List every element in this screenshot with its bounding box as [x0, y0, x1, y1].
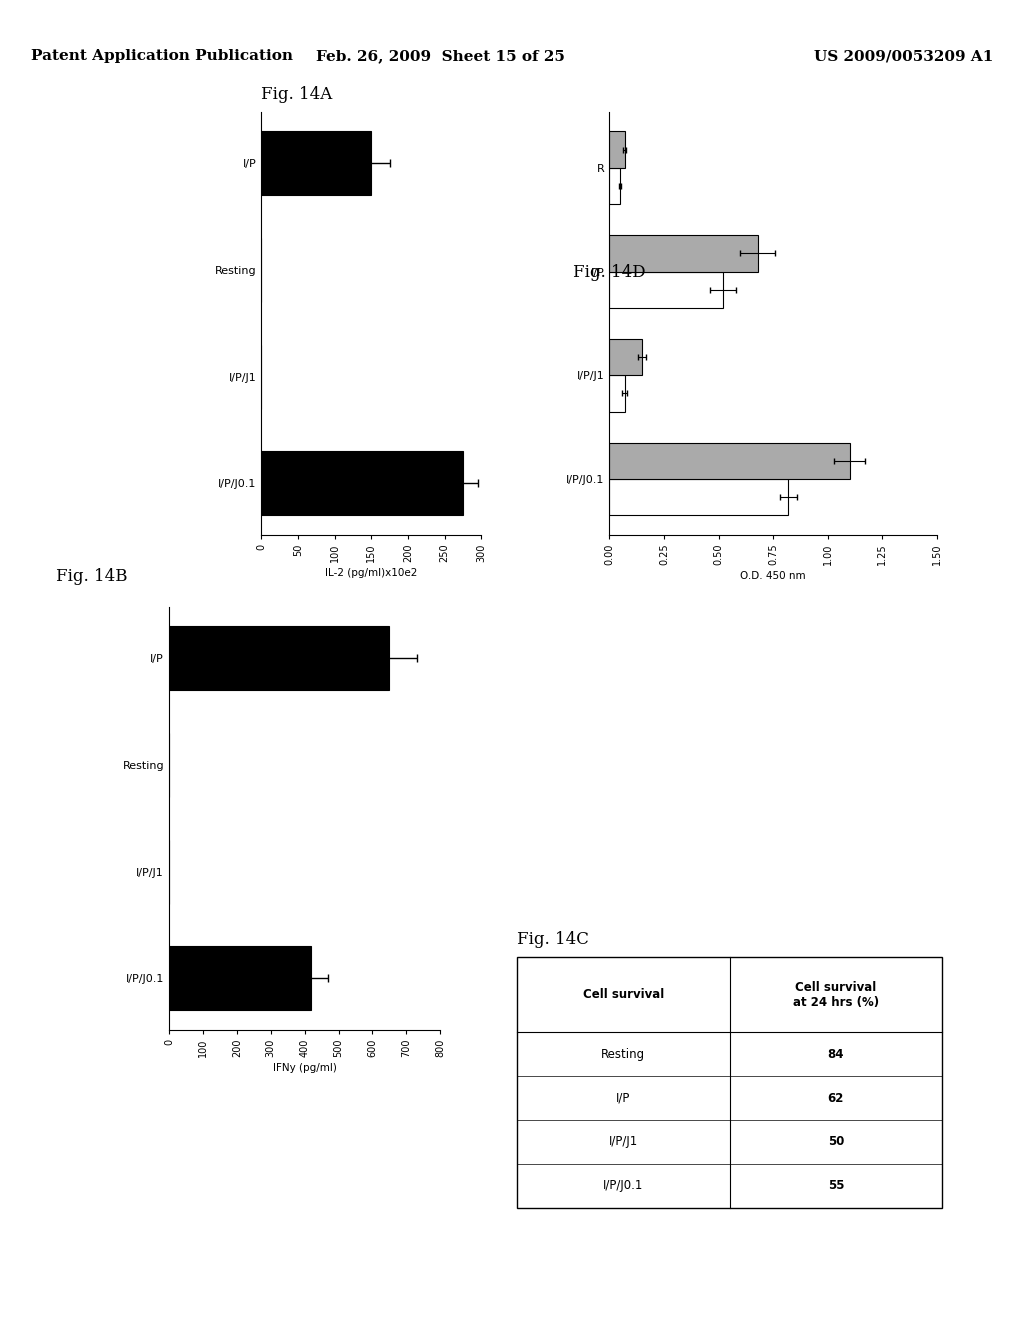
Bar: [609, 132, 625, 168]
Text: 62: 62: [827, 1092, 844, 1105]
Text: Fig. 14D: Fig. 14D: [573, 264, 646, 281]
Text: Fig. 14A: Fig. 14A: [261, 86, 333, 103]
Text: Resting: Resting: [601, 1048, 645, 1061]
Text: 50: 50: [827, 1135, 844, 1148]
Bar: [261, 132, 371, 195]
Text: 84: 84: [827, 1048, 844, 1061]
Bar: [609, 375, 625, 412]
Text: Patent Application Publication: Patent Application Publication: [31, 49, 293, 63]
Text: Fig. 14B: Fig. 14B: [56, 568, 128, 585]
Text: I/P/J0.1: I/P/J0.1: [603, 1179, 643, 1192]
Bar: [609, 442, 850, 479]
Bar: [609, 168, 621, 205]
Bar: [609, 272, 723, 308]
Text: Feb. 26, 2009  Sheet 15 of 25: Feb. 26, 2009 Sheet 15 of 25: [315, 49, 565, 63]
Bar: [261, 451, 463, 515]
Text: 55: 55: [827, 1179, 844, 1192]
Text: Cell survival: Cell survival: [583, 989, 664, 1001]
Bar: [169, 946, 311, 1010]
Text: US 2009/0053209 A1: US 2009/0053209 A1: [814, 49, 993, 63]
X-axis label: IFNy (pg/ml): IFNy (pg/ml): [272, 1063, 337, 1073]
Bar: [609, 235, 758, 272]
Text: Fig. 14C: Fig. 14C: [517, 931, 589, 948]
Text: I/P/J1: I/P/J1: [608, 1135, 638, 1148]
X-axis label: O.D. 450 nm: O.D. 450 nm: [740, 570, 806, 581]
Bar: [609, 479, 788, 515]
X-axis label: IL-2 (pg/ml)x10e2: IL-2 (pg/ml)x10e2: [325, 568, 418, 578]
Text: Cell survival
at 24 hrs (%): Cell survival at 24 hrs (%): [793, 981, 879, 1008]
Bar: [169, 627, 389, 690]
Bar: [609, 339, 642, 375]
Text: I/P: I/P: [616, 1092, 631, 1105]
